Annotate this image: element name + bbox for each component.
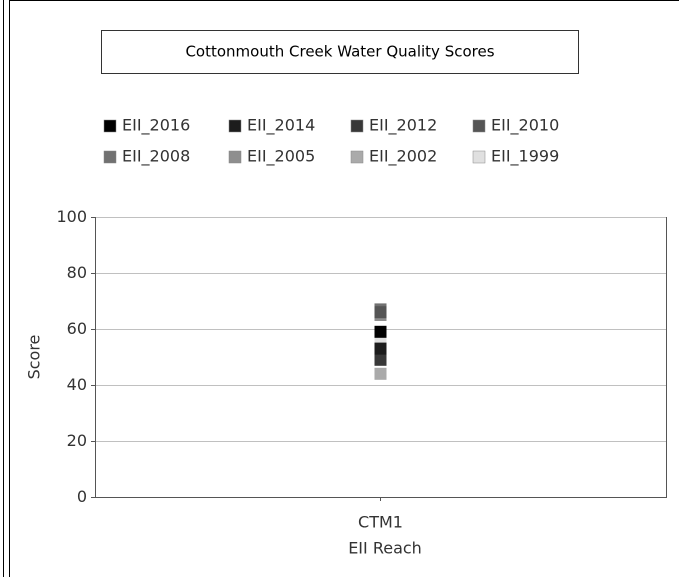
legend-label: EII_2010 [491,116,559,136]
legend-swatch [228,119,242,133]
legend-swatch [472,150,486,164]
legend-label: EII_2016 [122,116,190,136]
marker [374,367,387,380]
legend-label: EII_2002 [369,147,437,167]
legend-swatch [350,150,364,164]
y-tick-label: 0 [77,487,87,506]
marker [374,325,387,338]
y-tick-label: 40 [67,375,87,394]
legend-swatch [350,119,364,133]
legend-label: EII_2014 [247,116,315,136]
marker [374,353,387,366]
legend-label: EII_2012 [369,116,437,136]
y-axis-label: Score [25,335,44,380]
x-axis-label: EII Reach [348,539,422,558]
x-tick-label: CTM1 [358,513,403,532]
y-tick-label: 80 [67,263,87,282]
y-tick-label: 60 [67,319,87,338]
legend-swatch [472,119,486,133]
chart-title: Cottonmouth Creek Water Quality Scores [185,43,494,61]
marker [374,342,387,355]
legend-swatch [228,150,242,164]
y-tick-label: 20 [67,431,87,450]
y-tick-label: 100 [56,207,87,226]
legend-swatch [103,119,117,133]
title-box [101,30,579,74]
legend-label: EII_1999 [491,147,559,167]
marker [374,306,387,319]
legend-label: EII_2005 [247,147,315,167]
legend-swatch [103,150,117,164]
legend-label: EII_2008 [122,147,190,167]
